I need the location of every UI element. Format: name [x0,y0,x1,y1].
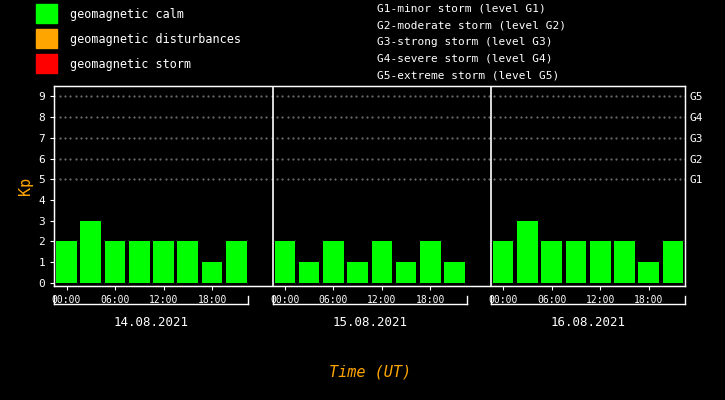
Text: 14.08.2021: 14.08.2021 [114,316,189,329]
Bar [420,242,441,283]
Bar [639,262,659,283]
Bar [542,242,562,283]
Bar [663,242,683,283]
Bar [36,54,57,73]
Text: Time (UT): Time (UT) [328,365,411,380]
Text: geomagnetic calm: geomagnetic calm [70,8,183,21]
Bar [347,262,368,283]
Bar [614,242,635,283]
Bar [372,242,392,283]
Bar [566,242,587,283]
Bar [275,242,295,283]
Text: G1-minor storm (level G1): G1-minor storm (level G1) [377,4,546,14]
Bar [104,242,125,283]
Bar [590,242,610,283]
Bar [226,242,246,283]
Bar [323,242,344,283]
Bar [444,262,465,283]
Text: G4-severe storm (level G4): G4-severe storm (level G4) [377,54,552,64]
Bar [129,242,149,283]
Bar [493,242,513,283]
Bar [153,242,174,283]
Bar [396,262,416,283]
Text: 15.08.2021: 15.08.2021 [332,316,407,329]
Text: geomagnetic disturbances: geomagnetic disturbances [70,33,241,46]
Bar [299,262,320,283]
Text: G3-strong storm (level G3): G3-strong storm (level G3) [377,37,552,47]
Text: geomagnetic storm: geomagnetic storm [70,58,191,71]
Bar [202,262,223,283]
Bar [517,221,538,283]
Bar [36,4,57,23]
Bar [178,242,198,283]
Bar [80,221,101,283]
Text: G2-moderate storm (level G2): G2-moderate storm (level G2) [377,20,566,30]
Bar [36,30,57,48]
Text: 16.08.2021: 16.08.2021 [550,316,626,329]
Y-axis label: Kp: Kp [18,177,33,195]
Text: G5-extreme storm (level G5): G5-extreme storm (level G5) [377,70,559,80]
Bar [57,242,77,283]
